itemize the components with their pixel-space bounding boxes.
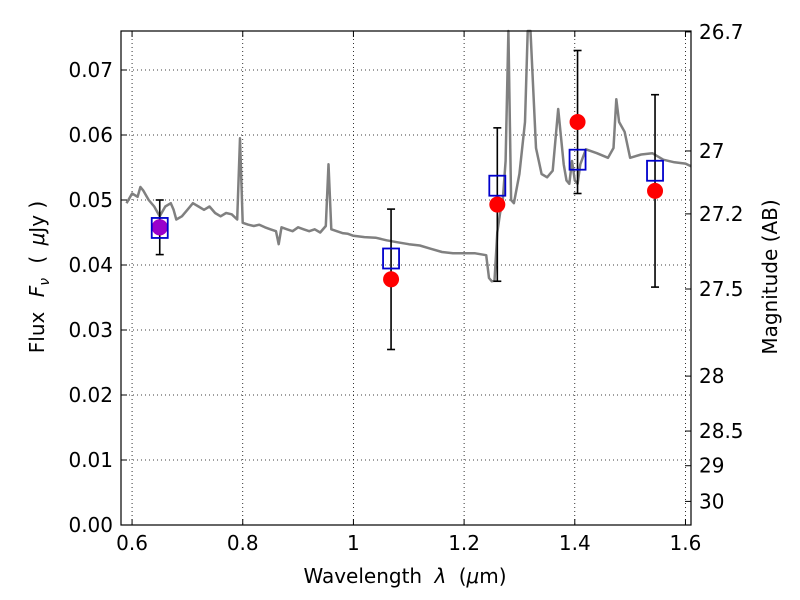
- x-tick-label: 1.2: [448, 531, 480, 555]
- observed-points: [151, 114, 664, 288]
- model-point: [150, 217, 169, 239]
- y-tick-label: 0.00: [68, 513, 113, 537]
- y2-tick-label: 30: [699, 489, 724, 513]
- y2-tick-label: 27: [699, 139, 724, 163]
- grid-lines: [121, 31, 691, 525]
- y2-tick-label: 27.5: [699, 277, 744, 301]
- x-tick-label: 1: [347, 531, 360, 555]
- spectrum-line: [125, 29, 692, 283]
- y-tick-label: 0.07: [68, 58, 113, 82]
- error-bars: [155, 49, 660, 351]
- model-point: [382, 247, 400, 270]
- y2-tick-label: 29: [699, 454, 724, 478]
- y2-tick-label: 28: [699, 364, 724, 388]
- x-tick-label: 1.6: [670, 531, 702, 555]
- plot-frame: [120, 30, 692, 526]
- highlight-point: [151, 219, 168, 236]
- spectrum-layer: [125, 29, 692, 283]
- observed-point: [647, 182, 664, 199]
- y-tick-label: 0.01: [68, 448, 113, 472]
- y-tick-label: 0.02: [68, 383, 113, 407]
- x-tick-label: 0.8: [227, 531, 259, 555]
- y2-axis-ticks: 26.7 27 27.2 27.5 28 28.5 29 30: [685, 20, 744, 513]
- y-axis-ticks: 0.00 0.01 0.02 0.03 0.04 0.05 0.06 0.07: [68, 58, 127, 537]
- x-tick-label: 1.4: [559, 531, 591, 555]
- y2-tick-label: 27.2: [699, 202, 744, 226]
- observed-point: [569, 114, 586, 130]
- y-tick-label: 0.04: [68, 253, 113, 277]
- x-axis-ticks: 0.6 0.8 1 1.2 1.4 1.6: [116, 31, 701, 555]
- y-tick-label: 0.05: [68, 188, 113, 212]
- model-points: [150, 148, 664, 270]
- observed-point: [383, 271, 400, 288]
- y-axis-label: Flux Fν ( μJy ): [25, 201, 54, 353]
- model-point: [568, 148, 587, 171]
- model-point: [488, 174, 507, 197]
- y-tick-label: 0.03: [68, 318, 113, 342]
- y2-tick-label: 28.5: [699, 419, 744, 443]
- y2-axis-label: Magnitude (AB): [758, 199, 782, 354]
- x-tick-label: 0.6: [116, 531, 148, 555]
- y-tick-label: 0.06: [68, 123, 113, 147]
- y2-tick-label: 26.7: [699, 20, 744, 44]
- model-point: [646, 159, 664, 182]
- observed-point: [489, 196, 506, 213]
- x-axis-label: Wavelength λ (μm): [303, 564, 506, 588]
